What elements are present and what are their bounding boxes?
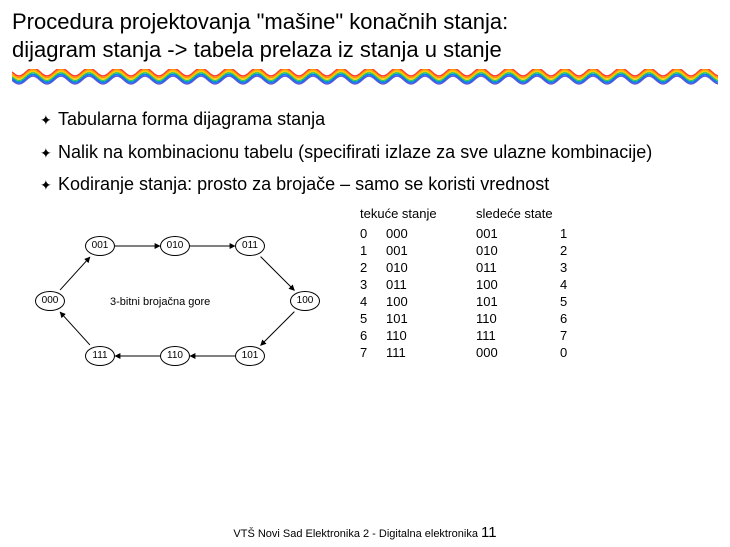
table-header-current: tekuće stanje [360, 206, 476, 221]
table-cell: 100 [386, 293, 476, 310]
state-node-010: 010 [160, 236, 190, 256]
table-cell: 1 [560, 225, 590, 242]
table-col-index: 0 1 2 3 4 5 6 7 [360, 206, 386, 396]
table-cell: 7 [360, 344, 386, 361]
bullet-text: Nalik na kombinacionu tabelu (specifirat… [58, 141, 706, 164]
table-cell: 6 [560, 310, 590, 327]
table-cell: 5 [560, 293, 590, 310]
table-cell: 2 [560, 242, 590, 259]
table-cell: 6 [360, 327, 386, 344]
bullet-item: ✦ Tabularna forma dijagrama stanja [40, 108, 706, 131]
table-cell: 101 [476, 293, 560, 310]
state-node-111: 111 [85, 346, 115, 366]
slide-footer: VTŠ Novi Sad Elektronika 2 - Digitalna e… [0, 524, 730, 541]
table-col-current: tekuće stanje 000 001 010 011 100 101 11… [386, 206, 476, 396]
table-cell: 2 [360, 259, 386, 276]
table-cell: 001 [476, 225, 560, 242]
table-cell: 010 [386, 259, 476, 276]
table-cell: 0 [360, 225, 386, 242]
bullet-item: ✦ Kodiranje stanja: prosto za brojače – … [40, 173, 706, 196]
table-cell: 3 [560, 259, 590, 276]
table-cell: 100 [476, 276, 560, 293]
table-cell: 5 [360, 310, 386, 327]
title-line-1: Procedura projektovanja "mašine" konačni… [12, 8, 718, 36]
slide-title: Procedura projektovanja "mašine" konačni… [0, 0, 730, 67]
table-cell: 000 [386, 225, 476, 242]
diagram-caption: 3-bitni brojačna gore [110, 296, 210, 308]
state-node-011: 011 [235, 236, 265, 256]
table-cell: 110 [476, 310, 560, 327]
title-line-2: dijagram stanja -> tabela prelaza iz sta… [12, 36, 718, 64]
bullet-text: Kodiranje stanja: prosto za brojače – sa… [58, 173, 706, 196]
table-cell: 4 [560, 276, 590, 293]
table-cell: 0 [560, 344, 590, 361]
state-diagram: 000 001 010 011 100 101 110 111 3-bitni … [30, 206, 330, 396]
state-node-100: 100 [290, 291, 320, 311]
table-cell: 000 [476, 344, 560, 361]
table-cell: 101 [386, 310, 476, 327]
content-row: 000 001 010 011 100 101 110 111 3-bitni … [0, 206, 730, 396]
bullet-list: ✦ Tabularna forma dijagrama stanja ✦ Nal… [0, 108, 730, 196]
table-cell: 4 [360, 293, 386, 310]
bullet-text: Tabularna forma dijagrama stanja [58, 108, 706, 131]
state-node-110: 110 [160, 346, 190, 366]
bullet-item: ✦ Nalik na kombinacionu tabelu (specifir… [40, 141, 706, 164]
state-node-101: 101 [235, 346, 265, 366]
transition-table: 0 1 2 3 4 5 6 7 tekuće stanje 000 001 01… [340, 206, 720, 396]
table-cell: 110 [386, 327, 476, 344]
table-header-blank [560, 206, 590, 221]
state-node-000: 000 [35, 291, 65, 311]
table-cell: 111 [386, 344, 476, 361]
table-cell: 011 [476, 259, 560, 276]
table-col-next: sledeće state 001 010 011 100 101 110 11… [476, 206, 560, 396]
table-cell: 1 [360, 242, 386, 259]
table-cell: 011 [386, 276, 476, 293]
wavy-separator [12, 69, 718, 85]
footer-text: VTŠ Novi Sad Elektronika 2 - Digitalna e… [233, 528, 478, 540]
table-cell: 7 [560, 327, 590, 344]
table-cell: 3 [360, 276, 386, 293]
table-cell: 010 [476, 242, 560, 259]
bullet-marker-icon: ✦ [40, 177, 58, 195]
bullet-marker-icon: ✦ [40, 145, 58, 163]
table-col-decimal: 1 2 3 4 5 6 7 0 [560, 206, 590, 396]
table-header-next: sledeće state [476, 206, 560, 221]
table-cell: 111 [476, 327, 560, 344]
state-node-001: 001 [85, 236, 115, 256]
table-cell: 001 [386, 242, 476, 259]
bullet-marker-icon: ✦ [40, 112, 58, 130]
page-number: 11 [481, 524, 497, 541]
